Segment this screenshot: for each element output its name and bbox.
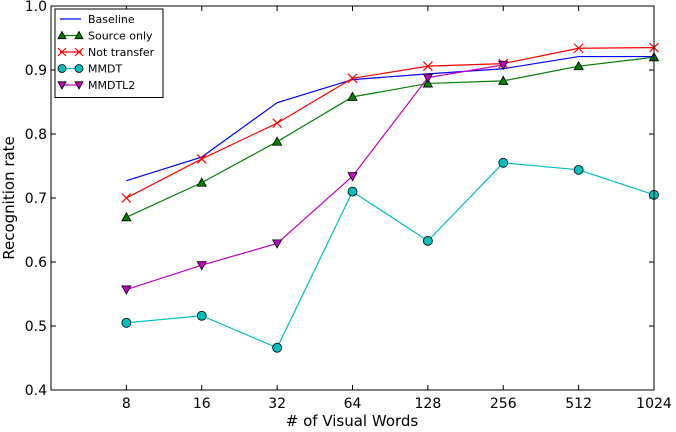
legend-label: Not transfer — [88, 46, 155, 59]
legend-item: MMDT — [57, 63, 122, 76]
data-point-mmdtl2 — [121, 285, 132, 295]
data-point-source-only — [196, 177, 207, 187]
y-tick-label: 0.9 — [25, 63, 47, 79]
x-tick-label: 64 — [344, 396, 362, 412]
data-point-mmdt — [573, 164, 584, 175]
data-point-not-transfer — [347, 73, 358, 84]
y-tick-label: 0.5 — [25, 319, 47, 335]
x-tick-label: 256 — [490, 396, 517, 412]
y-tick-label: 0.6 — [25, 255, 47, 271]
series-line-not-transfer — [126, 47, 655, 199]
data-point-not-transfer-stroke — [272, 118, 283, 129]
y-axis-label: Recognition rate — [0, 136, 18, 260]
legend-marker-stroke — [57, 47, 67, 57]
data-point-mmdtl2 — [196, 261, 207, 271]
data-point-mmdt — [272, 342, 283, 353]
data-point-mmdtl2 — [271, 239, 283, 249]
data-point-not-transfer — [422, 61, 433, 72]
tick-group: 8 16 32 64 128 256 512 1024 0.4 0.5 0.6 0.7 0.8 0.9 1.… — [25, 0, 672, 412]
x-tick-label: 32 — [268, 396, 286, 412]
legend-item: Not transfer — [57, 46, 155, 59]
data-point-mmdt — [347, 186, 358, 197]
legend-marker — [74, 47, 84, 57]
data-point-not-transfer — [196, 154, 207, 164]
y-tick-label: 0.4 — [25, 383, 47, 399]
legend-marker — [57, 47, 67, 57]
series-line-mmdt — [126, 162, 655, 349]
legend-marker — [74, 64, 84, 73]
data-point-source-only — [121, 211, 132, 222]
series-line-source-only — [126, 56, 655, 218]
data-point-source-only — [573, 60, 584, 71]
x-tick-label: 16 — [193, 396, 211, 412]
x-axis-label: # of Visual Words — [286, 412, 419, 428]
plot-frame — [50, 5, 655, 391]
x-tick-label: 8 — [122, 396, 131, 412]
data-point-not-transfer-stroke — [121, 193, 132, 203]
legend-item: Baseline — [60, 13, 135, 26]
legend-marker — [74, 30, 84, 40]
data-point-mmdt — [196, 310, 207, 321]
legend-item: MMDTL2 — [57, 79, 135, 92]
legend-box — [54, 8, 164, 98]
legend: Baseline Source only Not transfer MMDT MMDTL… — [54, 8, 164, 98]
legend-label: Baseline — [88, 13, 135, 26]
y-tick-label: 0.7 — [25, 191, 47, 207]
data-point-source-only — [271, 136, 283, 146]
legend-item: Source only — [57, 30, 153, 43]
series-line-mmdtl2 — [126, 64, 504, 291]
data-point-mmdtl2 — [422, 73, 434, 84]
data-point-mmdtl2 — [347, 172, 358, 182]
legend-label: MMDT — [88, 63, 122, 76]
data-point-not-transfer-stroke — [347, 73, 358, 84]
data-point-not-transfer-stroke — [573, 43, 584, 54]
series-group — [121, 42, 660, 353]
legend-marker — [57, 64, 67, 73]
data-point-not-transfer-stroke — [422, 61, 433, 72]
legend-label: Source only — [88, 30, 153, 43]
legend-marker — [57, 30, 67, 40]
legend-marker — [74, 81, 84, 90]
y-tick-label: 1.0 — [25, 0, 47, 15]
legend-label: MMDTL2 — [88, 79, 135, 92]
data-point-mmdt — [121, 317, 132, 328]
legend-marker-stroke — [74, 47, 84, 57]
data-point-mmdt — [422, 235, 433, 246]
data-point-source-only — [498, 75, 509, 85]
data-point-not-transfer — [573, 43, 584, 54]
data-point-not-transfer — [272, 118, 283, 129]
data-point-not-transfer — [121, 193, 132, 203]
series-line-baseline — [126, 55, 654, 182]
x-tick-label: 1024 — [636, 396, 672, 412]
data-point-source-only — [347, 91, 358, 101]
x-tick-label: 512 — [565, 396, 592, 412]
legend-marker — [57, 81, 67, 90]
data-point-mmdtl2 — [498, 60, 509, 71]
data-point-not-transfer-stroke — [196, 154, 207, 164]
data-point-mmdt — [498, 157, 509, 168]
y-tick-label: 0.8 — [25, 127, 47, 143]
x-tick-label: 128 — [415, 396, 442, 412]
